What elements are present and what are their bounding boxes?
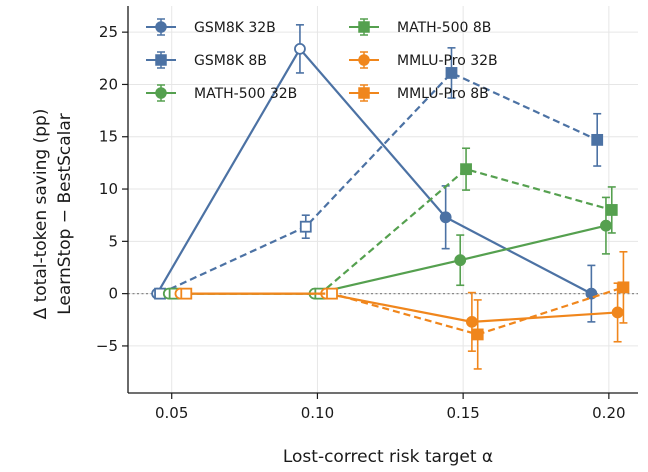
legend-item-5: MMLU-Pro 8B — [349, 84, 489, 102]
data-point-2-3 — [600, 219, 612, 232]
x-axis-label: Lost-correct risk target α — [283, 447, 493, 467]
x-tick-label-0: 0.05 — [155, 404, 188, 422]
legend-label-5: MMLU-Pro 8B — [397, 86, 489, 102]
legend-marker-0 — [155, 21, 167, 33]
y-tick-label-3: 10 — [99, 180, 118, 198]
y-axis-label-line1: Δ total-token saving (pp) — [31, 109, 51, 320]
series-line-5 — [186, 286, 624, 336]
legend-item-0: GSM8K 32B — [146, 18, 276, 36]
legend-label-2: MATH-500 32B — [194, 86, 297, 102]
data-point-1-2 — [445, 67, 458, 79]
legend-item-3: MATH-500 8B — [349, 18, 491, 36]
y-tick-label-1: 0 — [108, 285, 118, 303]
y-axis-label-line2: LearnStop − BestScalar — [55, 113, 75, 315]
legend-marker-3 — [358, 21, 370, 33]
x-tick-label-2: 0.15 — [446, 404, 479, 422]
legend-item-4: MMLU-Pro 32B — [349, 51, 498, 69]
series-line-4 — [180, 292, 618, 323]
y-tick-label-4: 15 — [99, 128, 118, 146]
legend: GSM8K 32B GSM8K 8B MATH-500 32B MATH-500 8B… — [146, 18, 498, 102]
data-point-5-3 — [617, 281, 630, 294]
data-point-0-1 — [294, 42, 306, 55]
legend-marker-5 — [358, 87, 370, 99]
series-group — [151, 24, 630, 370]
legend-label-0: GSM8K 32B — [194, 20, 276, 36]
y-tick-label-0: −5 — [96, 337, 118, 355]
legend-marker-2 — [155, 87, 167, 99]
legend-marker-1 — [155, 54, 167, 66]
axes: 0.05 0.10 0.15 0.20 −5 0 5 10 15 20 25 — [96, 6, 638, 422]
legend-label-1: GSM8K 8B — [194, 53, 267, 69]
data-point-3-3 — [605, 204, 618, 216]
series-line-1 — [159, 71, 598, 295]
data-point-4-3 — [611, 306, 624, 319]
data-point-2-2 — [454, 254, 467, 267]
series-1 — [154, 47, 604, 300]
legend-marker-4 — [358, 54, 370, 66]
y-tick-label-6: 25 — [99, 23, 118, 41]
data-point-1-3 — [591, 133, 604, 146]
data-point-4-2 — [465, 315, 478, 328]
legend-label-4: MMLU-Pro 32B — [397, 53, 498, 69]
x-tick-label-3: 0.20 — [592, 404, 625, 422]
series-5 — [180, 250, 630, 370]
data-point-1-1 — [299, 220, 312, 233]
series-0 — [151, 24, 598, 323]
y-tick-label-2: 5 — [108, 232, 118, 250]
legend-item-1: GSM8K 8B — [146, 51, 267, 69]
data-point-3-2 — [460, 163, 472, 176]
legend-item-2: MATH-500 32B — [146, 84, 297, 102]
data-point-0-2 — [439, 211, 452, 224]
data-point-5-2 — [471, 328, 484, 341]
series-line-0 — [156, 47, 592, 295]
data-point-5-1 — [326, 287, 338, 300]
y-tick-label-5: 20 — [99, 75, 118, 93]
x-tick-label-1: 0.10 — [301, 404, 334, 422]
series-2 — [162, 196, 612, 300]
legend-label-3: MATH-500 8B — [397, 20, 491, 36]
data-point-5-0 — [180, 287, 193, 300]
